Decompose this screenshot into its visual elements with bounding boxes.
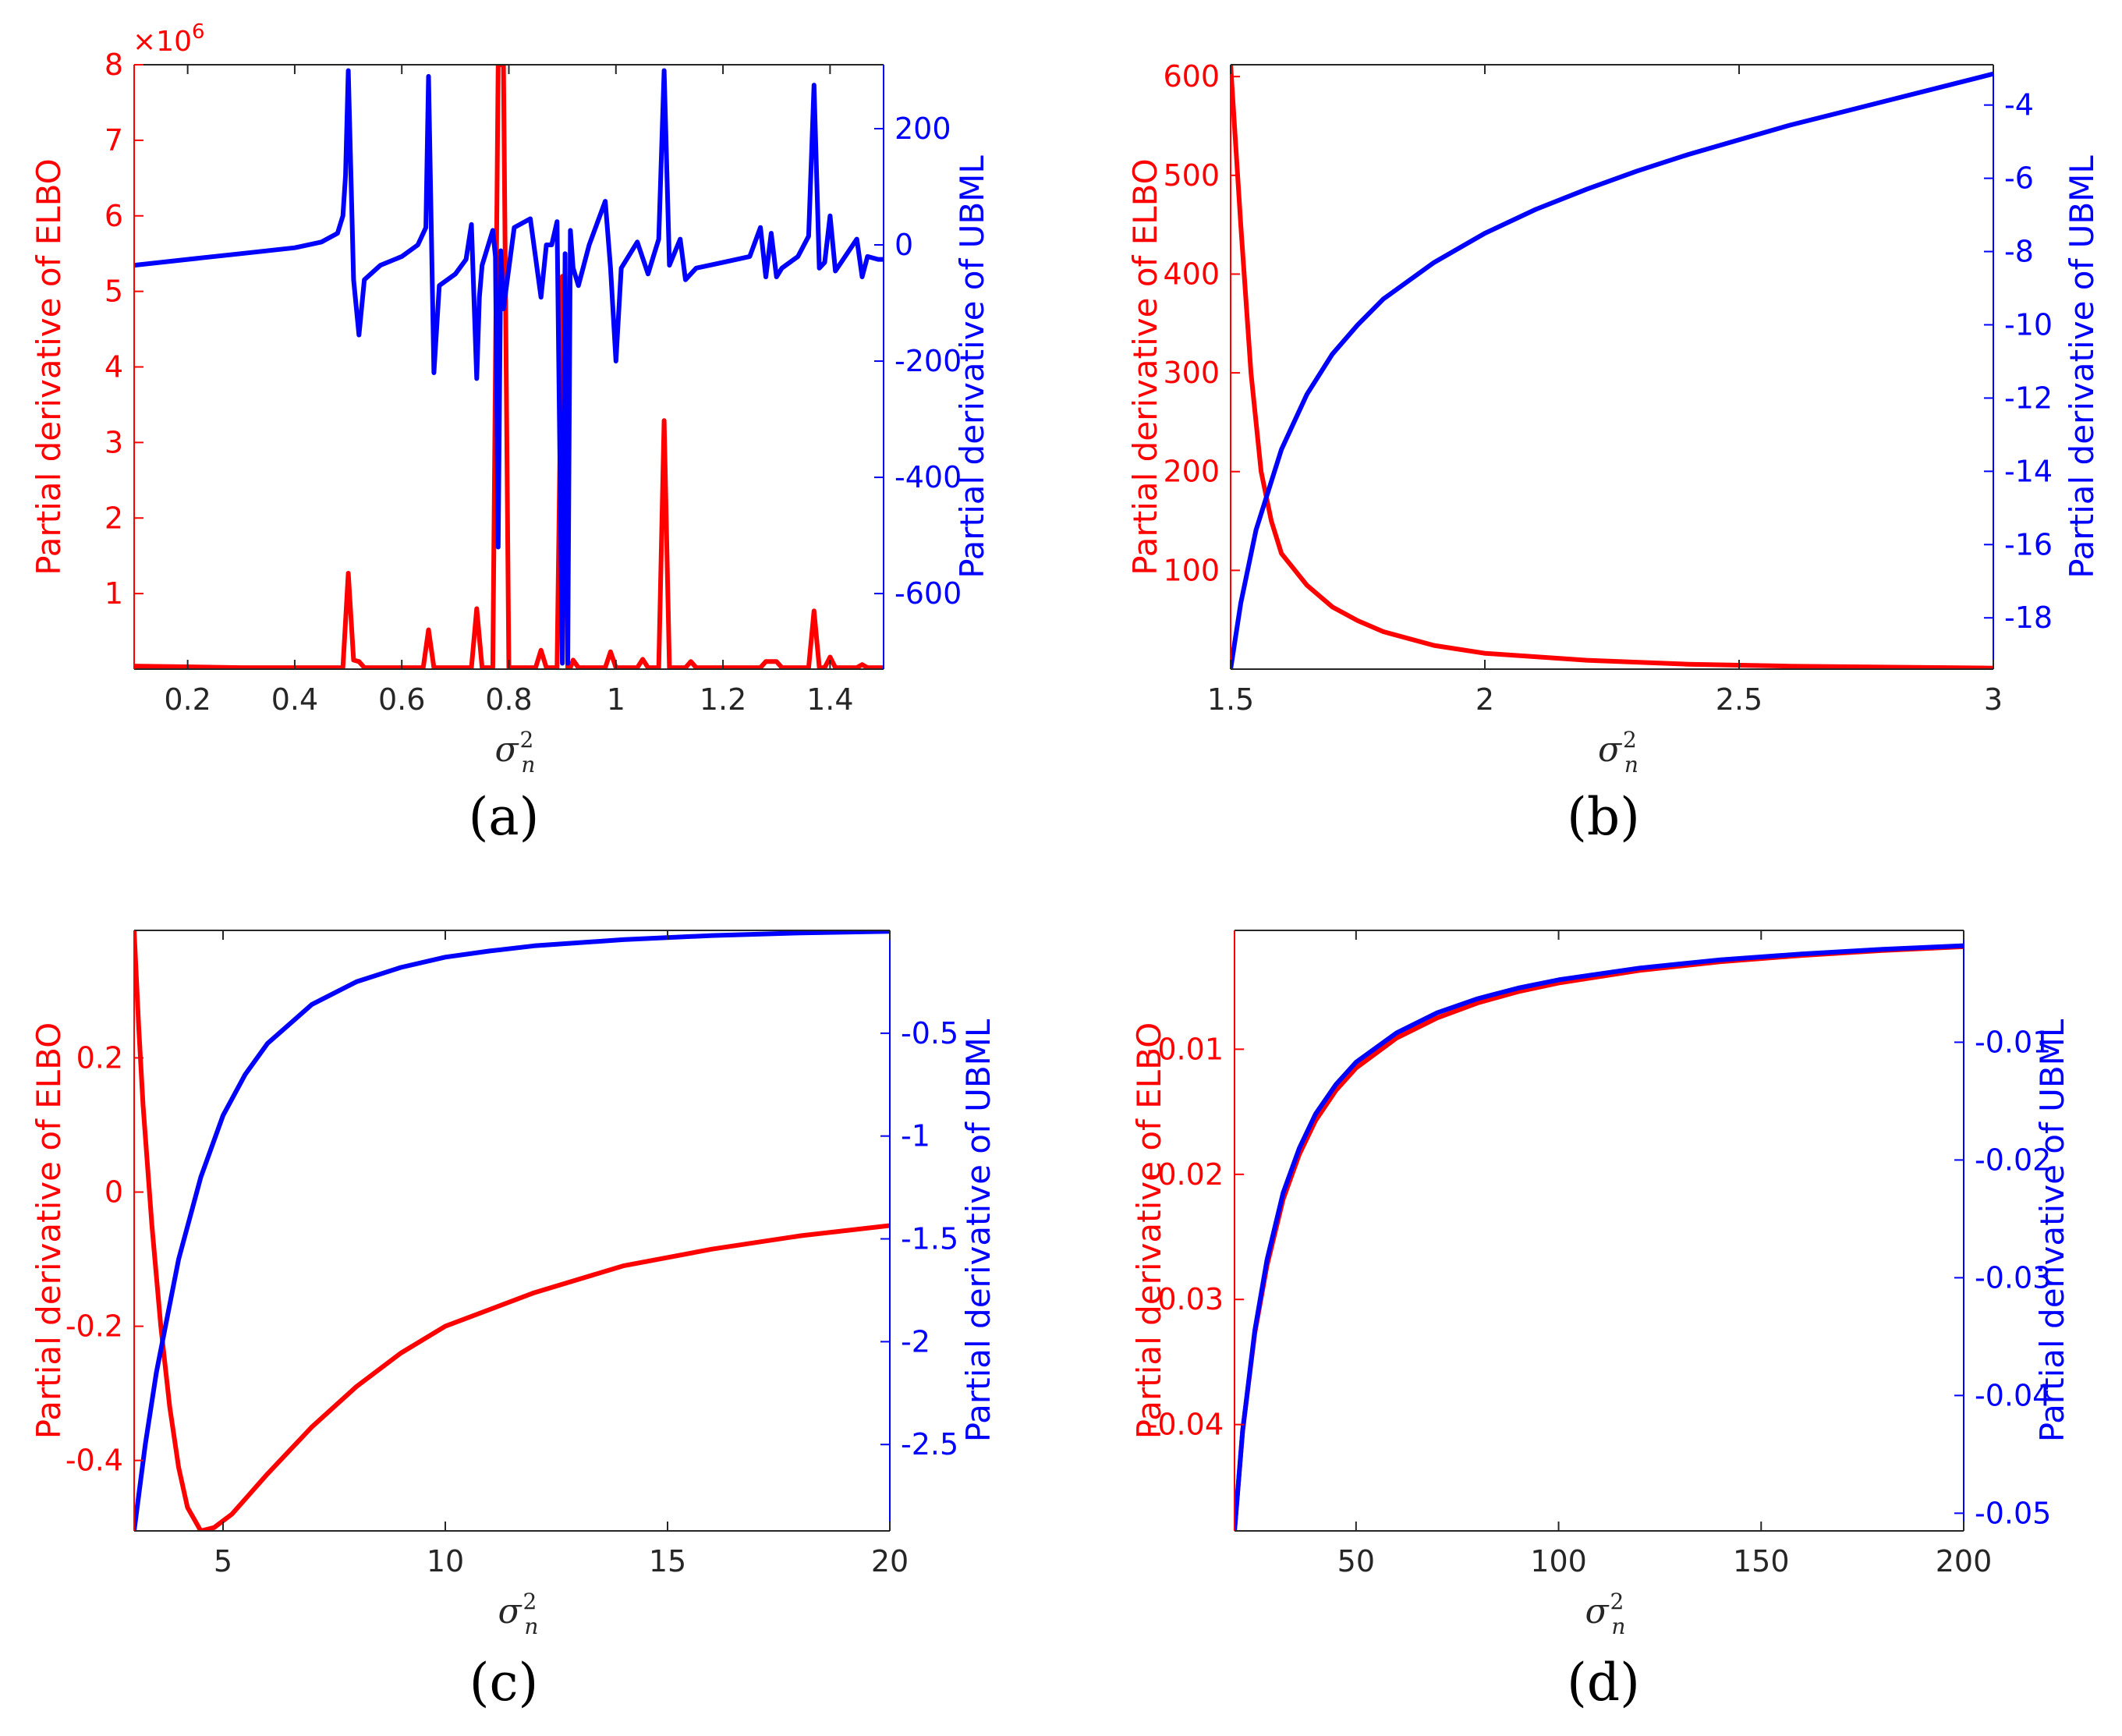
x-tick-label-b: 2 [1475,682,1494,717]
y-left-tick-label-c: 0 [105,1175,123,1210]
panel-label-b: (b) [1567,787,1640,847]
x-tick-label-b: 2.5 [1716,682,1762,717]
x-tick-label-c: 10 [427,1544,464,1578]
elbo-series-line-b [1231,65,1993,669]
x-axis-label-d: σ2 n [1585,1589,1626,1639]
y-right-tick-label-c: -2 [901,1324,930,1359]
y-right-axis-label-d: Partial derivative of UBML [2033,1019,2071,1442]
y-left-axis-label-d: Partial derivative of ELBO [1130,1022,1168,1439]
y-left-tick-label-b: 400 [1163,257,1220,291]
y-right-tick-label-b: -16 [2004,527,2053,562]
y-left-axis-label-c: Partial derivative of ELBO [30,1022,68,1439]
y-right-tick-label-d: -0.01 [1975,1025,2051,1059]
x-tick-label-d: 150 [1733,1544,1790,1578]
panel-d: 50 100 150 200 -0.04 -0.03 -0.02 -0.01 -0.05 -0.0… [1130,930,2071,1713]
y-right-tick-label-c: -0.5 [901,1016,958,1050]
y-left-tick-label-d: -0.01 [1147,1032,1224,1066]
y-right-axis-label-b: Partial derivative of UBML [2063,155,2101,579]
y-right-tick-label-b: -12 [2004,381,2053,415]
left-exponent-label-a: ×106 [133,20,205,58]
y-right-tick-label-a: -200 [894,344,962,378]
y-left-tick-label-c: 0.2 [76,1040,123,1075]
x-tick-label-d: 100 [1530,1544,1587,1578]
y-left-tick-label-a: 5 [105,275,123,309]
ubml-series-line-b [1231,71,1993,669]
elbo-series-line-a [134,65,884,669]
y-left-tick-label-d: -0.02 [1147,1157,1224,1192]
panel-label-c: (c) [469,1653,538,1713]
x-axis-label-c: σ2 n [498,1589,539,1639]
panel-c: 5 10 15 20-0.4-0.200.2-2.5-2-1.5-1-0.5Parti… [30,930,997,1713]
x-tick-label-b: 1.5 [1207,682,1254,717]
x-tick-label-a: 1.4 [806,682,853,717]
y-right-tick-label-d: -0.02 [1975,1143,2051,1177]
y-left-tick-label-a: 1 [105,576,123,611]
elbo-series-line-c [134,930,890,1531]
ubml-series-line-d [1235,943,1964,1531]
x-tick-label-a: 0.6 [378,682,425,717]
y-right-tick-label-d: -0.03 [1975,1260,2051,1295]
panel-label-d: (d) [1567,1653,1640,1713]
y-right-tick-label-b: -4 [2004,88,2034,122]
panel-b: 1.5 2 2.5 3 100 200 300 400 500 600 -18 -16 -14 -12 -1… [1126,59,2101,847]
x-tick-label-a: 0.4 [271,682,318,717]
y-left-tick-label-c: -0.2 [66,1309,123,1344]
y-left-tick-label-d: -0.04 [1147,1408,1224,1442]
y-left-tick-label-c: -0.4 [66,1444,123,1478]
y-left-axis-label-a: Partial derivative of ELBO [30,158,68,575]
y-left-tick-label-b: 200 [1163,455,1220,489]
x-tick-label-c: 20 [871,1544,909,1578]
y-left-tick-label-a: 7 [105,123,123,158]
y-right-tick-label-d: -0.04 [1975,1378,2051,1412]
x-tick-label-d: 200 [1936,1544,1993,1578]
y-right-tick-label-b: -14 [2004,454,2053,488]
x-tick-label-a: 0.8 [485,682,532,717]
y-left-tick-label-b: 100 [1163,553,1220,587]
y-left-tick-label-b: 300 [1163,356,1220,390]
y-right-tick-label-a: -400 [894,460,962,494]
y-left-tick-label-a: 3 [105,425,123,459]
y-left-tick-label-d: -0.03 [1147,1282,1224,1316]
panel-a: 0.2 0.4 0.6 0.8 1 1.2 1.4 1 2 3 4 5 6 7 8 -600 -400 -200 0… [30,20,991,847]
y-right-tick-label-b: -8 [2004,235,2034,269]
y-right-tick-label-b: -6 [2004,161,2034,196]
y-left-tick-label-a: 6 [105,199,123,233]
panel-label-a: (a) [469,787,540,847]
y-right-tick-label-a: -600 [894,576,962,611]
y-right-axis-label-c: Partial derivative of UBML [959,1019,997,1442]
y-right-tick-label-a: 200 [894,112,951,146]
x-tick-label-b: 3 [1984,682,2003,717]
y-right-tick-label-c: -2.5 [901,1427,958,1461]
y-right-tick-label-b: -18 [2004,601,2053,635]
x-tick-label-c: 15 [649,1544,686,1578]
y-right-tick-label-a: 0 [894,228,913,262]
x-tick-label-a: 1.2 [700,682,746,717]
x-tick-label-c: 5 [214,1544,232,1578]
y-right-axis-label-a: Partial derivative of UBML [953,155,991,579]
y-left-tick-label-a: 8 [105,48,123,82]
y-left-tick-label-b: 500 [1163,158,1220,193]
x-tick-label-a: 0.2 [164,682,211,717]
x-tick-label-d: 50 [1337,1544,1375,1578]
y-right-tick-label-c: -1.5 [901,1222,958,1256]
y-left-tick-label-b: 600 [1163,59,1220,94]
x-axis-label-a: σ2 n [495,727,536,778]
x-axis-label-b: σ2 n [1598,727,1638,778]
y-left-tick-label-a: 4 [105,350,123,384]
ubml-series-line-c [134,930,890,1531]
y-left-tick-label-a: 2 [105,501,123,535]
y-left-axis-label-b: Partial derivative of ELBO [1126,158,1164,575]
ubml-series-line-a [134,68,884,666]
y-right-tick-label-b: -10 [2004,307,2053,342]
x-tick-label-a: 1 [607,682,625,717]
elbo-series-line-d [1235,944,1964,1531]
y-right-tick-label-c: -1 [901,1119,930,1153]
y-right-tick-label-d: -0.05 [1975,1496,2051,1530]
